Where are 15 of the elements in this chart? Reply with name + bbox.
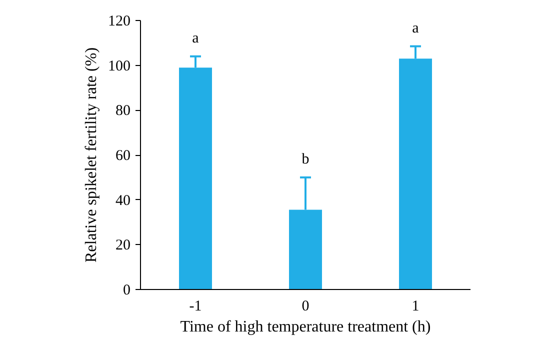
y-tick-label: 20 bbox=[116, 238, 130, 254]
y-tick-label: 100 bbox=[108, 58, 130, 74]
x-axis-title: Time of high temperature treatment (h) bbox=[180, 318, 431, 336]
y-tick-label: 40 bbox=[116, 192, 130, 209]
y-tick-label: 0 bbox=[123, 282, 130, 298]
y-tick-label: 120 bbox=[108, 14, 130, 30]
x-tick-label: 0 bbox=[302, 298, 310, 314]
x-tick-label: 1 bbox=[412, 298, 420, 314]
y-tick-label: 80 bbox=[116, 103, 130, 120]
y-tick-label: 60 bbox=[116, 148, 130, 164]
annotation: b bbox=[302, 151, 310, 168]
annotation: a bbox=[192, 30, 200, 46]
annotation: a bbox=[412, 20, 420, 36]
y-axis-title: Relative spikelet fertility rate (%) bbox=[83, 47, 100, 263]
x-tick-label: -1 bbox=[189, 298, 202, 314]
